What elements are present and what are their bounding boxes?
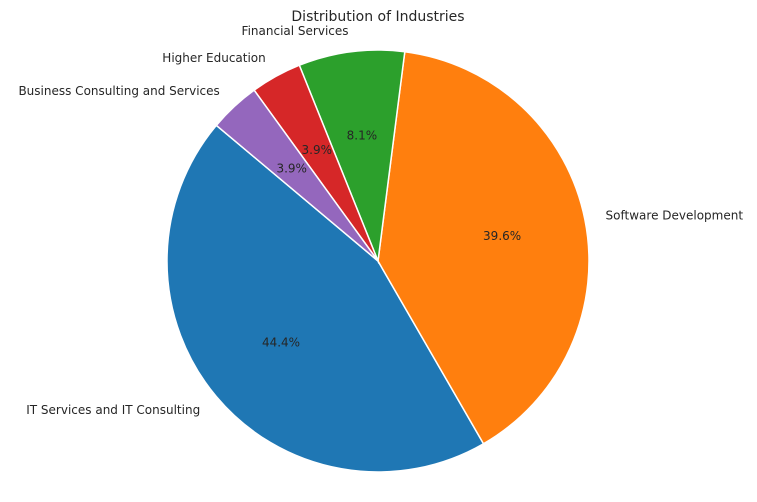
percent-label-3: 8.1% [347,128,378,142]
pie-slice-3 [298,49,406,264]
pie-slice-5 [215,89,379,262]
category-label-3: Financial Services [242,24,349,38]
category-label-5: Business Consulting and Services [18,84,219,98]
category-label-4: Higher Education [162,51,265,65]
percent-label-5: 3.9% [276,161,307,175]
category-label-2: Software Development [606,208,744,222]
percent-label-1: 44.4% [262,335,300,349]
pie-slices [166,49,590,473]
category-label-1: IT Services and IT Consulting [26,403,200,417]
pie-slice-1 [166,124,485,473]
percent-label-2: 39.6% [483,229,521,243]
pie-slice-2 [377,50,590,445]
percent-labels: 44.4% 39.6% 8.1% 3.9% 3.9% [262,128,521,349]
category-labels: IT Services and IT Consulting Software De… [18,24,743,417]
percent-label-4: 3.9% [302,143,333,157]
chart-title: Distribution of Industries [291,9,464,25]
